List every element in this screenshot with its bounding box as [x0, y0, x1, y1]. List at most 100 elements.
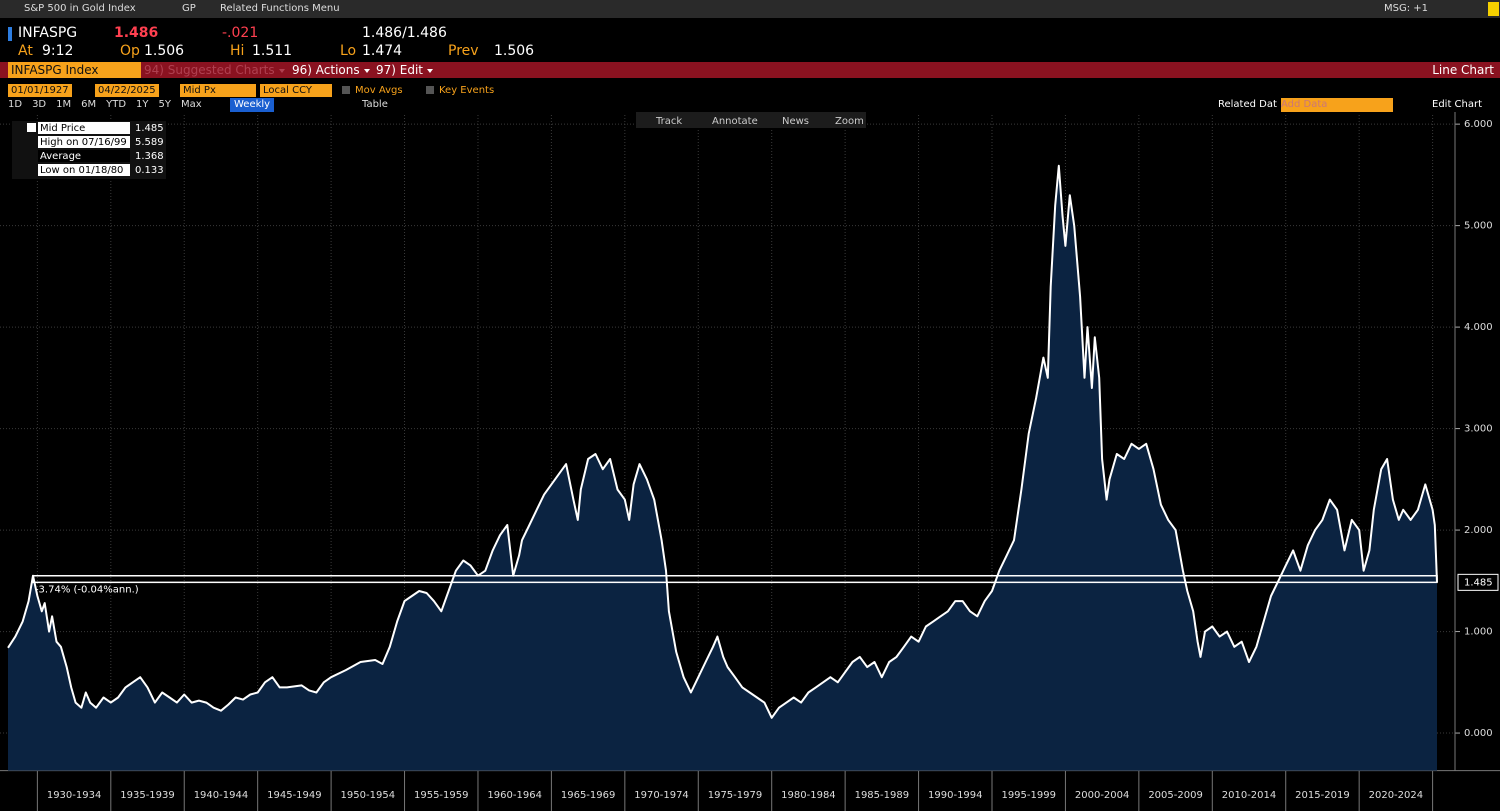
- legend-label-bg: [38, 136, 130, 148]
- actions-menu[interactable]: 96) Actions: [292, 62, 370, 78]
- period-button[interactable]: YTD: [106, 99, 127, 110]
- tools-bar: [636, 112, 866, 128]
- legend-value: 0.133: [135, 165, 164, 176]
- table-button[interactable]: Table: [362, 99, 388, 110]
- change-band: [32, 574, 1438, 584]
- price-line: [7, 164, 1438, 719]
- high: 1.511: [252, 43, 293, 59]
- period-button[interactable]: Max: [181, 99, 202, 110]
- security-title[interactable]: S&P 500 in Gold Index: [24, 3, 136, 14]
- chart-tool[interactable]: Track: [655, 116, 682, 127]
- edit-chart[interactable]: Edit Chart: [1432, 99, 1483, 110]
- low: 1.474: [362, 43, 403, 59]
- related-menu[interactable]: Related Functions Menu: [220, 3, 340, 14]
- area: [8, 165, 1437, 771]
- legend-label: Low on 01/18/80: [40, 165, 123, 176]
- x-tick-label: 2010-2014: [1222, 790, 1277, 801]
- x-tick-label: 1990-1994: [928, 790, 983, 801]
- end-date[interactable]: 04/22/2025: [95, 84, 159, 97]
- y-tick-label: 1.000: [1464, 627, 1493, 638]
- chart-tool[interactable]: Zoom: [835, 116, 864, 127]
- currency-select[interactable]: Local CCY: [260, 84, 332, 97]
- x-tick-label: 1935-1939: [120, 790, 175, 801]
- mov-avgs[interactable]: Mov Avgs: [355, 85, 403, 96]
- x-tick-label: 1960-1964: [487, 790, 542, 801]
- add-data[interactable]: Add Data: [1281, 98, 1393, 112]
- x-tick-label: 1930-1934: [47, 790, 102, 801]
- edit-menu[interactable]: 97) Edit: [376, 62, 433, 78]
- x-tick-label: 1965-1969: [561, 790, 616, 801]
- x-tick-label: 2015-2019: [1295, 790, 1350, 801]
- legend-value: 1.368: [135, 151, 164, 162]
- security-field[interactable]: INFASPG Index: [8, 62, 141, 78]
- frequency[interactable]: Weekly: [230, 98, 275, 112]
- legend-swatch: [27, 123, 36, 132]
- related-data[interactable]: Related Dat: [1218, 99, 1277, 110]
- time-label: At: [18, 43, 33, 59]
- legend-label: High on 07/16/99: [40, 137, 127, 148]
- period-button[interactable]: 6M: [81, 99, 97, 110]
- start-date[interactable]: 01/01/1927: [8, 84, 72, 97]
- messages[interactable]: MSG: +1: [1384, 3, 1429, 14]
- checkbox[interactable]: [342, 86, 350, 94]
- x-tick-label: 2005-2009: [1148, 790, 1203, 801]
- y-tick-label: 0.000: [1464, 728, 1493, 739]
- chart-tool[interactable]: Annotate: [712, 116, 758, 127]
- chart-tool[interactable]: News: [782, 116, 809, 127]
- x-tick-label: 1980-1984: [781, 790, 836, 801]
- x-tick-label: 1995-1999: [1001, 790, 1056, 801]
- legend-label-bg: [38, 150, 130, 162]
- change-annotation: -3.74% (-0.04%ann.): [35, 584, 139, 595]
- price-change: -.021: [222, 25, 259, 41]
- period-button[interactable]: 1D: [8, 99, 23, 110]
- legend-label-bg: [38, 164, 130, 176]
- x-tick-label: 1945-1949: [267, 790, 322, 801]
- suggested-charts[interactable]: 94) Suggested Charts: [144, 62, 285, 78]
- period-button[interactable]: 1M: [56, 99, 72, 110]
- ticker-marker: [8, 27, 12, 41]
- last-price: 1.486: [114, 25, 159, 41]
- y-tick-label: 3.000: [1464, 424, 1493, 435]
- field-select[interactable]: Mid Px: [180, 84, 256, 97]
- chart-type: Line Chart: [1432, 63, 1494, 77]
- bid-ask: 1.486/1.486: [362, 25, 447, 41]
- low-label: Lo: [340, 43, 357, 59]
- legend-value: 5.589: [135, 137, 164, 148]
- open: 1.506: [144, 43, 185, 59]
- x-tick-label: 1970-1974: [634, 790, 689, 801]
- y-tick-label: 4.000: [1464, 322, 1493, 333]
- x-tick-label: 1955-1959: [414, 790, 469, 801]
- ticker: INFASPG: [18, 25, 78, 41]
- period-button[interactable]: 1Y: [136, 99, 149, 110]
- x-tick-label: 1985-1989: [855, 790, 910, 801]
- period-button[interactable]: 5Y: [158, 99, 172, 110]
- checkbox[interactable]: [426, 86, 434, 94]
- x-tick-label: 2000-2004: [1075, 790, 1130, 801]
- prev: 1.506: [494, 43, 535, 59]
- y-tick-label: 2.000: [1464, 525, 1493, 536]
- key-events[interactable]: Key Events: [439, 85, 495, 96]
- x-tick-label: 1940-1944: [194, 790, 249, 801]
- period-button[interactable]: 3D: [32, 99, 47, 110]
- period-bar: 1D 3D 1M 6M YTD 1Y 5Y Max: [8, 98, 212, 112]
- help-icon[interactable]: [1488, 2, 1499, 16]
- y-tick-label: 6.000: [1464, 119, 1493, 130]
- open-label: Op: [120, 43, 140, 59]
- chart: 0.000 1.000 2.000 3.000 4.000 5.000 6.000 1930-…: [0, 112, 1500, 811]
- function-code[interactable]: GP: [182, 3, 196, 14]
- last-value-box: [1457, 573, 1499, 591]
- legend-label: Average: [40, 151, 81, 162]
- menu-bar: INFASPG Index 94) Suggested Charts 96) A…: [0, 62, 1500, 78]
- x-tick-label: 1975-1979: [708, 790, 763, 801]
- top-bar: S&P 500 in Gold Index GP Related Functio…: [0, 0, 1500, 18]
- prev-label: Prev: [448, 43, 479, 59]
- time: 9:12: [42, 43, 74, 59]
- legend-value: 1.485: [135, 123, 164, 134]
- x-tick-label: 1950-1954: [341, 790, 396, 801]
- x-tick-label: 2020-2024: [1369, 790, 1424, 801]
- high-label: Hi: [230, 43, 245, 59]
- last-value-label: 1.485: [1464, 577, 1493, 588]
- y-tick-label: 5.000: [1464, 221, 1493, 232]
- legend-label: Mid Price: [40, 123, 85, 134]
